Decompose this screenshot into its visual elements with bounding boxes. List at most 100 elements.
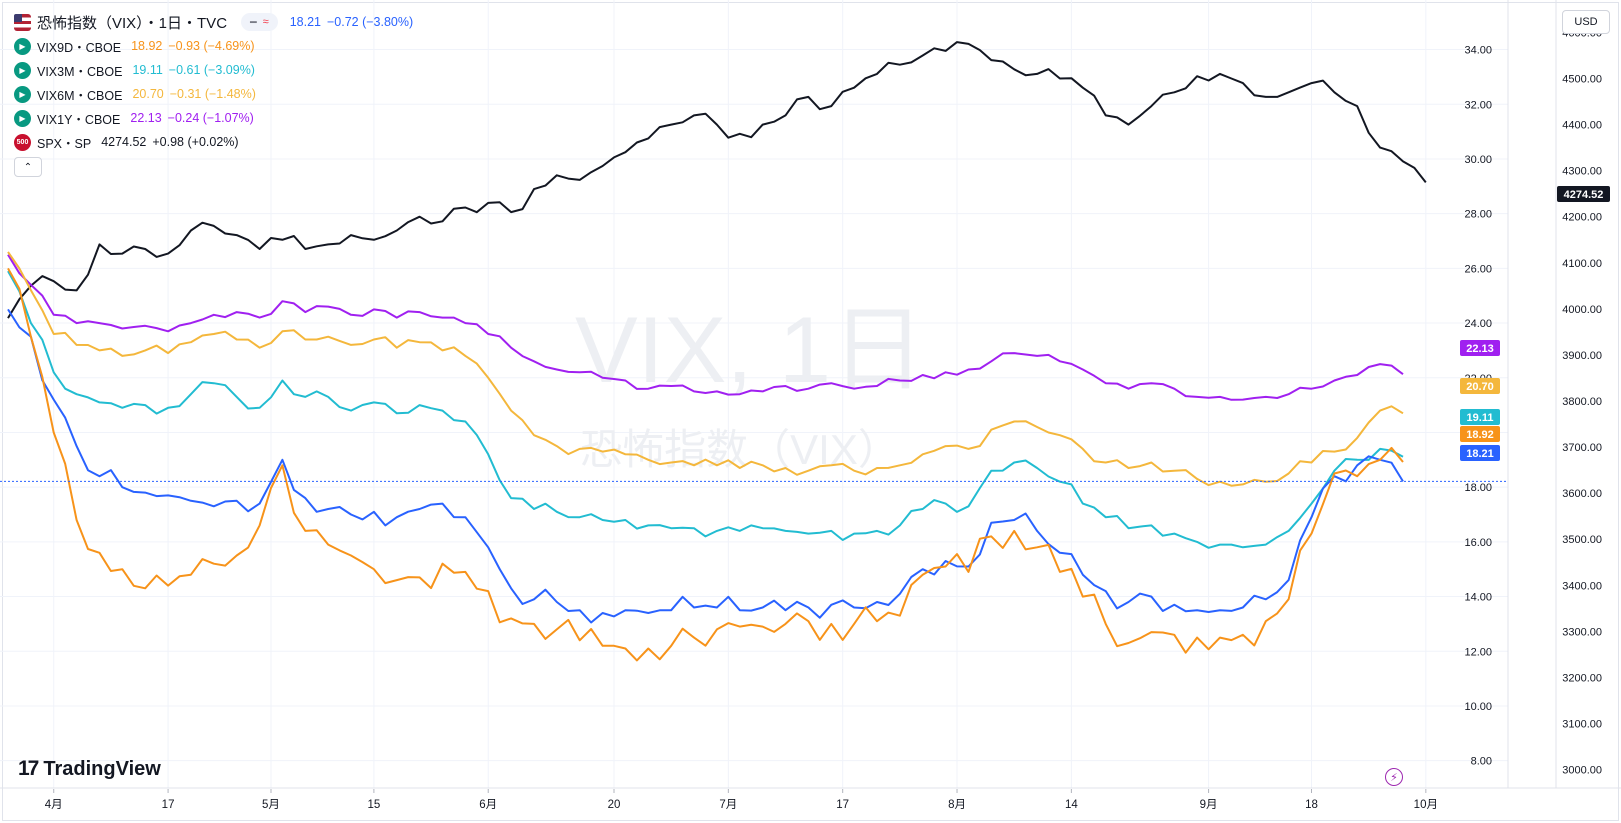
price-badge-vix3m — [1460, 409, 1500, 425]
series-line-vix — [7, 308, 1404, 624]
right-axis-tick: 3000.00 — [1562, 765, 1602, 777]
price-badges: 22.13 20.70 19.11 18.92 18.21 4274.52 — [1460, 186, 1610, 461]
left-axis-tick: 34.00 — [1464, 45, 1492, 57]
x-axis-tick: 4月 — [45, 799, 63, 811]
legend-value: 4274.52 — [101, 135, 147, 149]
right-axis-tick: 3900.00 — [1562, 350, 1602, 362]
play-icon: ▶ — [14, 61, 31, 79]
price-badge-vix — [1460, 445, 1500, 461]
series-line-vix9d — [7, 267, 1404, 662]
left-axis-tick: 12.00 — [1464, 646, 1492, 658]
legend-row-vix6m[interactable]: ▶ VIX6M・CBOE 20.70 −0.31 (−1.48%) — [14, 82, 413, 106]
main-change: −0.72 (−3.80%) — [326, 15, 414, 29]
legend-value: 18.92 — [131, 39, 163, 53]
x-axis-tick: 10月 — [1414, 799, 1438, 811]
series-line-vix6m — [7, 251, 1404, 487]
indicator-pill[interactable]: ━ ≈ — [241, 13, 278, 31]
left-axis-tick: 14.00 — [1464, 592, 1492, 604]
series-lines — [7, 41, 1427, 662]
legend-row-vix9d[interactable]: ▶ VIX9D・CBOE 18.92 −0.93 (−4.69%) — [14, 34, 413, 58]
compare-icon: ≈ — [262, 16, 269, 28]
legend-rows: ▶ VIX9D・CBOE 18.92 −0.93 (−4.69%) ▶ VIX3M・CBO… — [14, 34, 413, 154]
x-axis-tick: 15 — [367, 799, 380, 811]
play-icon: ▶ — [14, 37, 31, 55]
play-icon: ▶ — [14, 85, 31, 103]
right-axis-tick: 3400.00 — [1562, 580, 1602, 592]
watermark: VIX, 1日 恐怖指数（VIX） — [575, 297, 925, 473]
legend-change: −0.31 (−1.48%) — [169, 87, 256, 101]
series-line-vix1y — [7, 254, 1404, 401]
legend-change: −0.24 (−1.07%) — [167, 111, 254, 125]
watermark-subtitle: 恐怖指数（VIX） — [580, 426, 900, 473]
legend-name: VIX9D・CBOE — [37, 40, 122, 55]
x-axis-tick: 5月 — [262, 799, 280, 811]
left-axis-tick: 18.00 — [1464, 482, 1492, 494]
right-axis-tick: 3700.00 — [1562, 442, 1602, 454]
right-axis-tick: 4400.00 — [1562, 120, 1602, 132]
legend-name: VIX1Y・CBOE — [37, 112, 121, 127]
legend-change: −0.61 (−3.09%) — [168, 63, 255, 77]
series-line-vix3m — [7, 270, 1404, 549]
legend-change: +0.98 (+0.02%) — [152, 135, 239, 149]
legend-name: SPX・SP — [37, 136, 92, 151]
legend-row-spx[interactable]: 500 SPX・SP 4274.52 +0.98 (+0.02%) — [14, 130, 413, 154]
right-axis-tick: 4500.00 — [1562, 74, 1602, 86]
price-badge-vix6m — [1460, 378, 1500, 394]
tv-logo-icon: 17 — [18, 757, 39, 780]
currency-selector[interactable]: USD — [1562, 10, 1610, 34]
price-badge-label: 20.70 — [1466, 381, 1494, 393]
x-axis-tick: 18 — [1305, 799, 1318, 811]
right-axis-tick: 3300.00 — [1562, 626, 1602, 638]
right-axis-tick: 4000.00 — [1562, 304, 1602, 316]
legend-change: −0.93 (−4.69%) — [168, 39, 255, 53]
legend-name: VIX3M・CBOE — [37, 64, 123, 79]
x-axis-tick: 7月 — [719, 799, 737, 811]
watermark-title: VIX, 1日 — [575, 297, 925, 402]
legend-value: 22.13 — [130, 111, 162, 125]
line-style-icon: ━ — [250, 16, 257, 29]
left-axis-tick: 32.00 — [1464, 99, 1492, 111]
left-axis-tick: 26.00 — [1464, 263, 1492, 275]
main-symbol-title: 恐怖指数（VIX）・1日・TVC — [37, 14, 228, 32]
us-flag-icon — [14, 13, 31, 31]
x-axis-tick: 17 — [162, 799, 175, 811]
right-axis-tick: 4100.00 — [1562, 258, 1602, 270]
legend-name: VIX6M・CBOE — [37, 88, 123, 103]
x-axis-tick: 9月 — [1200, 799, 1218, 811]
series-line-spx — [7, 41, 1427, 319]
price-badge-label: 4274.52 — [1564, 189, 1604, 201]
collapse-legend-button[interactable]: ⌃ — [14, 157, 42, 177]
right-axis-tick: 3200.00 — [1562, 672, 1602, 684]
left-axis-tick: 28.00 — [1464, 209, 1492, 221]
right-axis-tick: 3100.00 — [1562, 719, 1602, 731]
legend-row-vix3m[interactable]: ▶ VIX3M・CBOE 19.11 −0.61 (−3.09%) — [14, 58, 413, 82]
grid — [0, 0, 1508, 788]
left-axis-tick: 16.00 — [1464, 537, 1492, 549]
legend: 恐怖指数（VIX）・1日・TVC ━ ≈ 18.21 −0.72 (−3.80%… — [14, 10, 413, 177]
spx-500-icon: 500 — [14, 133, 31, 151]
right-axis-tick: 4300.00 — [1562, 166, 1602, 178]
price-badge-label: 18.92 — [1466, 429, 1494, 441]
legend-value: 19.11 — [132, 63, 163, 77]
left-axis-tick: 10.00 — [1464, 701, 1492, 713]
left-axis-tick: 8.00 — [1471, 756, 1492, 768]
main-symbol-row[interactable]: 恐怖指数（VIX）・1日・TVC ━ ≈ 18.21 −0.72 (−3.80%… — [14, 10, 413, 34]
price-badge-vix1y — [1460, 340, 1500, 356]
right-axis-tick: 3600.00 — [1562, 488, 1602, 500]
price-badge-label: 18.21 — [1466, 448, 1494, 460]
logo-text: TradingView — [43, 757, 161, 780]
legend-row-vix1y[interactable]: ▶ VIX1Y・CBOE 22.13 −0.24 (−1.07%) — [14, 106, 413, 130]
right-axis-tick: 4200.00 — [1562, 212, 1602, 224]
right-axis-tick: 3500.00 — [1562, 534, 1602, 546]
legend-value: 20.70 — [132, 87, 164, 101]
right-axis-tick: 3800.00 — [1562, 396, 1602, 408]
x-axis-tick: 17 — [836, 799, 849, 811]
lightning-icon[interactable]: ⚡ — [1385, 768, 1403, 786]
price-badge-vix9d — [1460, 426, 1500, 442]
price-badge-label: 19.11 — [1467, 412, 1494, 424]
price-badge-label: 22.13 — [1466, 343, 1494, 355]
tradingview-logo[interactable]: 17 TradingView — [18, 757, 161, 781]
